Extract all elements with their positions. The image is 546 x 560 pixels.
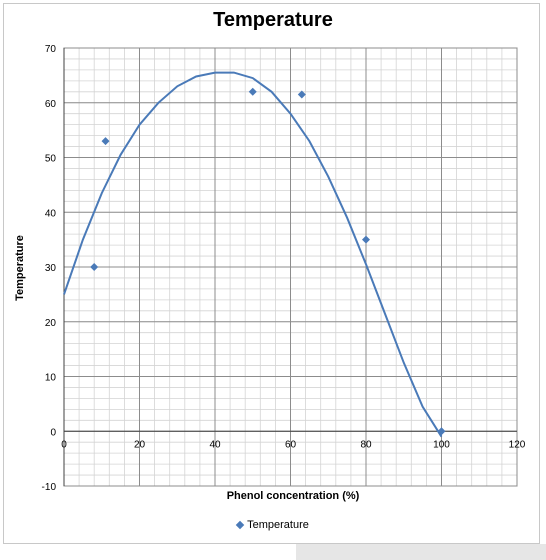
y-tick-label: 20 xyxy=(45,318,57,329)
trendline xyxy=(63,71,443,438)
legend-label: Temperature xyxy=(247,519,309,531)
y-tick-label: 0 xyxy=(50,427,56,438)
data-point xyxy=(248,87,257,96)
data-point xyxy=(90,263,99,271)
x-axis-label: Phenol concentration (%) xyxy=(226,490,360,502)
x-tick-label: 80 xyxy=(360,439,372,450)
data-point xyxy=(362,235,370,244)
y-tick-label: 10 xyxy=(45,373,57,384)
x-tick-label: 20 xyxy=(134,439,146,450)
x-tick-label: 120 xyxy=(509,439,526,450)
x-tick-label: 100 xyxy=(433,439,450,450)
y-tick-label: 30 xyxy=(45,263,57,274)
data-point xyxy=(101,137,110,146)
y-tick-label: 50 xyxy=(45,154,57,165)
data-point xyxy=(297,90,306,99)
y-tick-label: 60 xyxy=(45,99,57,110)
chart-title: Temperature xyxy=(213,9,333,31)
y-tick-label: 40 xyxy=(45,208,57,219)
legend: Temperature xyxy=(0,519,546,531)
x-tick-label: 40 xyxy=(209,439,221,450)
data-point xyxy=(437,427,446,436)
bottom-scroll-area xyxy=(296,544,546,560)
x-tick-label: 0 xyxy=(61,439,67,450)
x-tick-label: 60 xyxy=(285,439,297,450)
y-tick-label: -10 xyxy=(42,482,57,493)
y-tick-label: 70 xyxy=(45,44,57,55)
